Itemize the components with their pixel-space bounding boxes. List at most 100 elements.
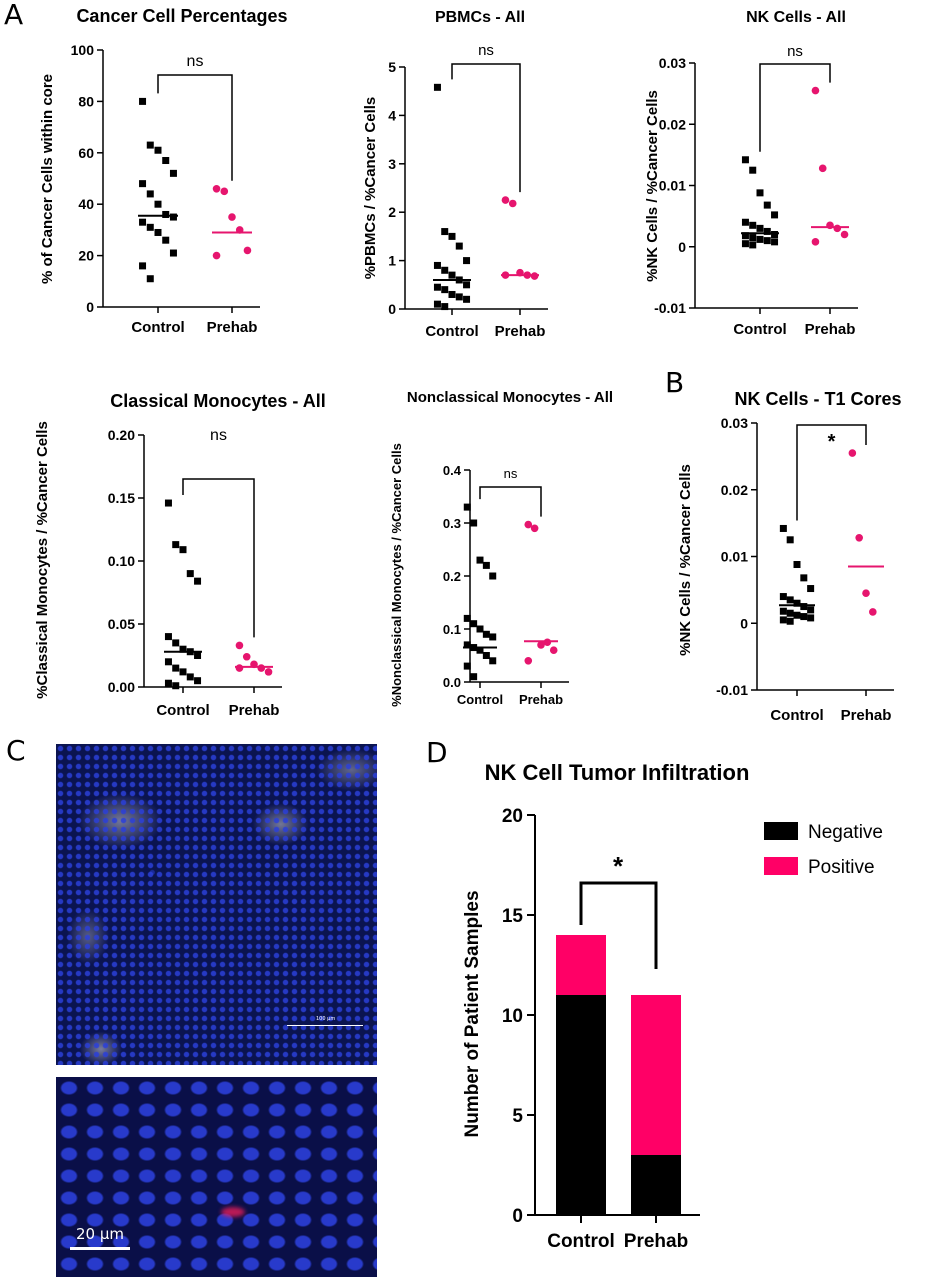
data-point-control xyxy=(433,261,441,269)
legend-swatch-negative xyxy=(764,822,798,840)
data-point-control xyxy=(793,599,801,607)
data-point-control xyxy=(164,633,172,641)
data-point-control xyxy=(146,223,154,231)
y-tick-label: 0.02 xyxy=(659,116,686,132)
y-tick-label: -0.01 xyxy=(654,300,686,316)
data-point-prehab xyxy=(833,224,842,233)
data-point-control xyxy=(463,295,471,303)
data-point-control xyxy=(463,614,471,622)
data-point-control xyxy=(800,613,808,621)
scale-bar xyxy=(287,1025,363,1026)
data-point-control xyxy=(172,541,180,549)
data-point-control xyxy=(433,83,441,91)
y-tick-label: 0.03 xyxy=(721,415,748,431)
data-point-control xyxy=(749,241,757,249)
data-point-control xyxy=(800,574,808,582)
y-tick-label: 5 xyxy=(388,59,396,75)
bar-positive-control xyxy=(556,935,606,995)
data-point-prehab xyxy=(501,196,510,204)
data-point-control xyxy=(162,157,170,165)
data-point-prehab xyxy=(524,657,533,665)
y-axis-label: %Classical Monocytes / %Cancer Cells xyxy=(34,421,51,699)
data-point-prehab xyxy=(228,213,236,221)
y-tick-label: 0.1 xyxy=(443,622,461,637)
data-point-control xyxy=(779,616,787,624)
y-tick-label: 0.01 xyxy=(721,549,748,565)
significance-bracket xyxy=(796,424,867,521)
y-tick-label: 60 xyxy=(78,145,94,161)
data-point-control xyxy=(146,275,154,283)
y-tick-label: 0.05 xyxy=(108,616,135,632)
y-tick-label: 0.15 xyxy=(108,490,135,506)
y-tick-label: 0.0 xyxy=(443,675,461,690)
data-point-control xyxy=(489,572,497,580)
data-point-control xyxy=(164,658,172,666)
y-tick-label: 4 xyxy=(388,107,396,123)
chart-title: PBMCs - All xyxy=(435,9,525,26)
data-point-prehab xyxy=(855,534,863,542)
data-point-control xyxy=(807,606,815,614)
data-point-prehab xyxy=(235,664,244,672)
data-point-control xyxy=(162,210,170,218)
data-point-control xyxy=(807,585,815,593)
chart-title: Classical Monocytes - All xyxy=(110,391,325,411)
y-axis-label: %Nonclassical Monocytes / %Cancer Cells xyxy=(389,443,404,707)
data-point-control xyxy=(489,633,497,641)
data-point-control xyxy=(800,603,808,611)
data-point-control xyxy=(162,236,170,244)
data-point-control xyxy=(476,646,484,654)
data-point-control xyxy=(793,561,801,569)
data-point-prehab xyxy=(840,230,849,239)
y-axis-label: % of Cancer Cells within core xyxy=(39,74,56,284)
data-point-prehab xyxy=(264,668,273,676)
scale-bar xyxy=(70,1247,130,1250)
y-tick-label: 0 xyxy=(86,299,94,315)
y-tick-label: 5 xyxy=(512,1106,523,1127)
x-tick-label: Prehab xyxy=(229,702,280,719)
data-point-control xyxy=(741,232,749,240)
data-point-control xyxy=(154,228,162,236)
data-point-prehab xyxy=(811,238,820,246)
data-point-control xyxy=(763,227,771,235)
data-point-control xyxy=(433,283,441,291)
y-axis-label: %PBMCs / %Cancer Cells xyxy=(362,97,379,280)
data-point-control xyxy=(441,303,449,311)
data-point-control xyxy=(741,218,749,226)
x-tick-label: Prehab xyxy=(207,319,258,336)
data-point-control xyxy=(463,257,471,265)
data-point-control xyxy=(489,657,497,665)
data-point-control xyxy=(771,238,779,246)
y-tick-label: 20 xyxy=(78,248,94,264)
data-point-prehab xyxy=(257,664,266,672)
data-point-control xyxy=(463,503,471,511)
significance-label: ns xyxy=(187,53,204,70)
data-point-control xyxy=(470,519,478,527)
data-point-control xyxy=(756,235,764,243)
data-point-prehab xyxy=(220,187,229,196)
panel-letter-a: A xyxy=(4,0,24,31)
data-point-prehab xyxy=(811,86,820,95)
data-point-control xyxy=(164,679,172,687)
x-tick-label: Control xyxy=(733,321,786,338)
data-point-control xyxy=(441,266,449,274)
y-axis-label: %NK Cells / %Cancer Cells xyxy=(677,464,694,656)
y-tick-label: 2 xyxy=(388,204,396,220)
bar-positive-prehab xyxy=(631,995,681,1155)
data-point-prehab xyxy=(508,199,517,208)
data-point-control xyxy=(139,262,147,270)
data-point-control xyxy=(179,546,187,554)
data-point-control xyxy=(476,556,484,564)
significance-label: * xyxy=(613,851,624,881)
data-point-prehab xyxy=(212,251,221,260)
y-axis-label: %NK Cells / %Cancer Cells xyxy=(644,90,661,282)
chart-title: Cancer Cell Percentages xyxy=(76,6,287,26)
panel-letter-c: C xyxy=(6,734,26,767)
y-tick-label: 0 xyxy=(678,239,686,255)
data-point-prehab xyxy=(869,608,877,616)
scale-bar-label: 100 µm xyxy=(316,1016,336,1022)
data-point-prehab xyxy=(524,520,533,529)
significance-bracket xyxy=(759,63,831,152)
data-point-prehab xyxy=(549,646,558,654)
data-point-control xyxy=(482,561,490,569)
